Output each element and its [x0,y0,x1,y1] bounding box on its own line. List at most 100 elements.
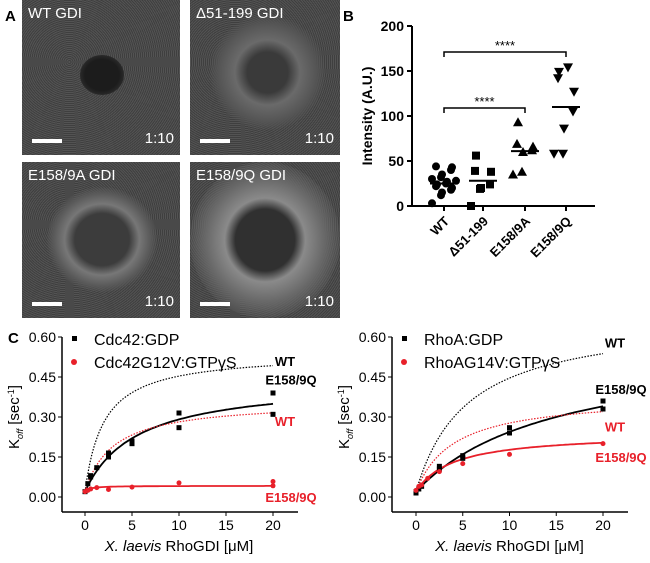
micrograph-title: E158/9Q GDI [196,167,287,184]
data-point [176,410,182,416]
data-point [438,170,446,179]
data-point [486,180,494,189]
y-tick-label: 0.30 [29,409,56,425]
y-tick-label: 100 [381,108,405,124]
curve-label: E158/9Q [265,490,316,505]
dilution-ratio: 1:10 [144,293,174,310]
data-point [487,167,495,176]
data-point [94,485,100,491]
data-point [460,461,466,467]
data-point [419,482,425,488]
x-tick-label: 5 [459,517,467,533]
rhoa-koff-chart: 0.00 0.15 0.30 0.45 0.60 0 5 10 15 20 X. laevis Rh… [336,329,647,555]
y-tick-label: 0.45 [29,369,56,385]
dilution-ratio: 1:10 [144,130,174,147]
curve-label: E158/9Q [595,382,646,397]
data-point [568,107,578,117]
y-tick-label: 0.00 [359,489,386,505]
y-tick-label: 0.45 [359,369,386,385]
data-point [94,465,100,471]
curve-label: WT [605,419,625,434]
data-point [507,430,512,436]
data-point [600,406,606,412]
legend-marker [401,359,407,365]
data-point [413,487,419,493]
data-point [517,166,527,176]
data-point [448,163,456,172]
x-tick-label: 10 [502,517,518,533]
x-tick-label: E158/9A [487,213,534,260]
data-point [558,149,568,159]
legend-label: RhoAG14V:GTPγS [424,355,560,372]
x-tick-label: 10 [171,517,187,533]
x-tick-label: 0 [81,517,89,533]
data-point [472,151,480,160]
panel-label-b: B [343,8,354,25]
micrograph-title: WT GDI [28,5,82,22]
curve-label: E158/9Q [595,450,646,465]
data-point [270,390,276,396]
micrograph-delta51-199: Δ51-199 GDI 1:10 [190,0,340,155]
fit-curve [84,402,274,493]
data-point [448,184,456,192]
legend-label: Cdc42:GDP [94,332,179,349]
x-tick-label: 5 [128,517,136,533]
x-tick-label: Δ51-199 [445,214,491,260]
data-point [129,441,135,447]
significance-bracket [443,51,567,57]
data-point [176,480,182,486]
y-tick-label: 150 [381,63,405,79]
curve-label: WT [605,335,625,350]
micrograph-title: Δ51-199 GDI [196,5,284,22]
panel-label-c: C [8,330,19,347]
data-point [508,169,518,179]
x-tick-label: 15 [548,517,564,533]
data-point [563,63,573,73]
data-point [513,117,523,127]
fit-curve [415,441,604,493]
significance-bracket [443,107,526,113]
y-axis-label: Koff [sec-1] [336,385,355,449]
data-point [549,149,559,159]
data-point [106,487,111,493]
panel-label-a: A [5,8,16,25]
data-point [438,188,446,197]
data-point [85,481,91,487]
y-tick-label: 0.60 [29,329,56,345]
data-point [270,479,276,485]
significance-label: **** [495,38,515,53]
x-tick-label: WT [427,213,452,238]
data-point [460,453,466,459]
y-axis-label: Intensity (A.U.) [359,67,375,166]
y-tick-label: 0.00 [29,489,56,505]
data-point [106,454,111,460]
data-point [270,483,276,489]
fit-curve [415,411,604,492]
cdc42-koff-chart: C 0.00 0.15 0.30 0.45 0.60 0 5 10 15 20 X. laevis R… [6,329,317,555]
x-tick-label: 0 [412,517,420,533]
x-tick-label: 15 [218,517,234,533]
y-tick-label: 0.60 [359,329,386,345]
curve-label: E158/9Q [265,373,316,388]
y-tick-label: 200 [381,18,405,34]
data-point [436,466,442,472]
data-point [428,175,436,183]
fit-curve [84,485,273,493]
dilution-ratio: 1:10 [304,130,334,147]
y-tick-label: 0.15 [29,449,56,465]
data-point [425,475,431,481]
curve-label: WT [275,354,295,369]
y-tick-label: 0.15 [359,449,386,465]
data-point [467,202,475,210]
scale-bar [200,139,230,143]
legend-marker [72,336,77,341]
data-point [129,484,135,490]
data-point [129,438,135,444]
legend-marker [71,359,77,365]
data-point [436,463,442,469]
micrograph-e158-9a: E158/9A GDI 1:10 [22,162,180,318]
data-point [559,124,569,134]
data-point [569,87,579,97]
fit-curve [84,412,274,492]
data-point [88,486,94,492]
